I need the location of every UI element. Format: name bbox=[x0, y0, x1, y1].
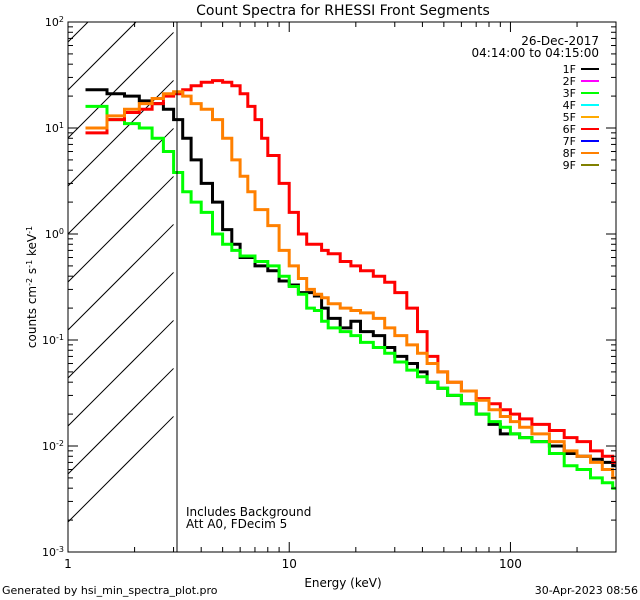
annotation-attenuator: Att A0, FDecim 5 bbox=[186, 517, 287, 531]
hatch-line bbox=[68, 272, 174, 379]
hatched-excluded-region bbox=[68, 22, 174, 523]
legend-label-9f: 9F bbox=[563, 159, 576, 172]
series-1f-line bbox=[85, 88, 616, 468]
legend-label-5f: 5F bbox=[563, 111, 576, 124]
hatch-line bbox=[68, 22, 89, 43]
y-tick-label: 10-2 bbox=[42, 439, 64, 454]
date-label: 26-Dec-2017 bbox=[521, 34, 599, 48]
hatch-line bbox=[68, 32, 174, 139]
x-axis-label: Energy (keV) bbox=[304, 576, 381, 590]
legend-label-7f: 7F bbox=[563, 135, 576, 148]
legend-label-8f: 8F bbox=[563, 147, 576, 160]
legend-label-3f: 3F bbox=[563, 87, 576, 100]
hatch-line bbox=[68, 416, 174, 523]
y-tick-label: 100 bbox=[45, 227, 64, 242]
chart-title: Count Spectra for RHESSI Front Segments bbox=[196, 3, 490, 19]
y-tick-label: 10-3 bbox=[42, 545, 64, 560]
series-6f-line bbox=[85, 79, 616, 464]
plot-frame bbox=[67, 21, 617, 553]
legend-label-4f: 4F bbox=[563, 99, 576, 112]
generated-by-label: Generated by hsi_min_spectra_plot.pro bbox=[2, 584, 218, 597]
y-tick-label: 10-1 bbox=[42, 333, 64, 348]
series-8f-line bbox=[85, 90, 616, 480]
x-tick-label: 1 bbox=[64, 557, 72, 571]
hatch-line bbox=[68, 22, 137, 91]
time-range-label: 04:14:00 to 04:15:00 bbox=[472, 46, 599, 60]
hatch-line bbox=[68, 368, 174, 475]
y-tick-label: 102 bbox=[45, 15, 64, 30]
series-layer bbox=[85, 79, 616, 490]
hatch-line bbox=[68, 176, 174, 283]
series-3f-line bbox=[85, 104, 616, 490]
hatch-line bbox=[68, 128, 174, 235]
hatch-line bbox=[68, 224, 174, 331]
y-tick-label: 101 bbox=[45, 121, 64, 136]
x-axis: 1 10 100 bbox=[64, 22, 617, 571]
x-tick-label: 10 bbox=[282, 557, 297, 571]
timestamp-label: 30-Apr-2023 08:56 bbox=[535, 584, 638, 597]
hatch-line bbox=[68, 80, 174, 187]
annotation-background: Includes Background bbox=[186, 505, 311, 519]
legend-label-2f: 2F bbox=[563, 75, 576, 88]
y-axis-label: counts cm-2 s-1 keV-1 bbox=[25, 226, 40, 348]
y-axis: 10-3 10-2 10-1 100 101 102 bbox=[42, 15, 616, 560]
legend-label-6f: 6F bbox=[563, 123, 576, 136]
x-tick-label: 100 bbox=[499, 557, 522, 571]
hatch-line bbox=[68, 320, 174, 427]
legend-label-1f: 1F bbox=[563, 63, 576, 76]
